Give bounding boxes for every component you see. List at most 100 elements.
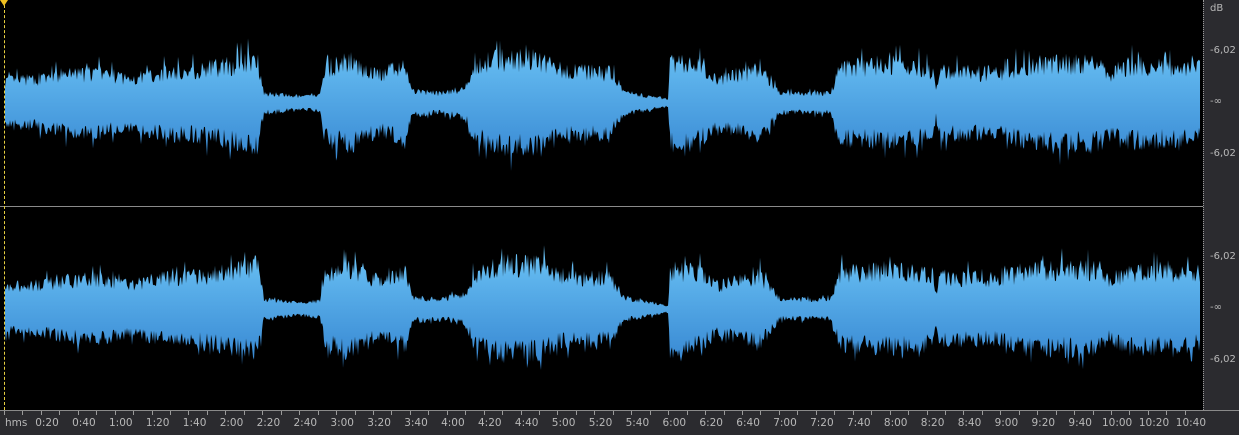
ruler-tick bbox=[1148, 411, 1149, 415]
ruler-tick-label: 6:00 bbox=[662, 417, 687, 429]
ruler-tick bbox=[4, 411, 5, 415]
ruler-tick-label: 3:20 bbox=[367, 417, 391, 429]
ruler-tick-label: 7:20 bbox=[810, 417, 834, 429]
ruler-tick bbox=[391, 411, 392, 415]
ruler-tick bbox=[299, 411, 300, 415]
waveform-view[interactable] bbox=[0, 0, 1203, 410]
ruler-tick bbox=[1000, 411, 1001, 415]
ruler-tick bbox=[1111, 411, 1112, 415]
ruler-tick bbox=[115, 411, 116, 415]
ruler-tick-label: 4:00 bbox=[441, 417, 465, 429]
ruler-tick bbox=[465, 411, 466, 415]
ruler-tick bbox=[982, 411, 983, 415]
ruler-tick bbox=[207, 411, 208, 415]
ruler-tick-label: 2:40 bbox=[293, 417, 318, 429]
ruler-tick-label: 9:40 bbox=[1068, 417, 1092, 429]
ruler-tick-label: 3:00 bbox=[330, 417, 354, 429]
ruler-tick bbox=[133, 411, 134, 415]
ruler-tick bbox=[318, 411, 319, 415]
ruler-tick bbox=[760, 411, 761, 415]
ruler-tick-label: 5:40 bbox=[625, 417, 650, 429]
ruler-tick bbox=[576, 411, 577, 415]
ruler-tick bbox=[1019, 411, 1020, 415]
ruler-tick bbox=[908, 411, 909, 415]
db-label: -∞ bbox=[1210, 302, 1222, 313]
db-label: -6,02 bbox=[1210, 148, 1236, 159]
ruler-tick bbox=[1166, 411, 1167, 415]
ruler-tick-label: 9:20 bbox=[1031, 417, 1056, 429]
time-ruler[interactable]: hms 0:20 0:40 1:00 1:20 1:40 2:00 2:20 2:40 3:00… bbox=[0, 410, 1239, 435]
playhead-marker-icon[interactable] bbox=[0, 0, 8, 6]
db-label: -6,02 bbox=[1210, 354, 1236, 365]
ruler-tick bbox=[871, 411, 872, 415]
ruler-tick-label: 10:00 bbox=[1101, 417, 1133, 429]
time-format-label[interactable]: hms bbox=[5, 417, 28, 429]
ruler-tick-label: 1:00 bbox=[109, 417, 133, 429]
ruler-tick bbox=[41, 411, 42, 415]
ruler-tick bbox=[557, 411, 558, 415]
ruler-tick-label: 7:40 bbox=[847, 417, 871, 429]
ruler-tick bbox=[521, 411, 522, 415]
db-label: -6,02 bbox=[1210, 45, 1236, 56]
ruler-tick bbox=[963, 411, 964, 415]
ruler-tick bbox=[355, 411, 356, 415]
ruler-tick-label: 10:40 bbox=[1175, 417, 1207, 429]
ruler-tick-label: 4:40 bbox=[514, 417, 539, 429]
ruler-tick bbox=[613, 411, 614, 415]
ruler-tick bbox=[484, 411, 485, 415]
playhead-cursor[interactable] bbox=[0, 0, 8, 410]
ruler-tick bbox=[779, 411, 780, 415]
ruler-tick bbox=[945, 411, 946, 415]
ruler-tick bbox=[539, 411, 540, 415]
ruler-tick bbox=[188, 411, 189, 415]
ruler-tick-label: 8:40 bbox=[957, 417, 982, 429]
amplitude-scale: dB -6,02 -∞ -6,02 -6,02 -∞ -6,02 bbox=[1203, 0, 1239, 410]
ruler-tick bbox=[650, 411, 651, 415]
waveform-channel-left bbox=[5, 38, 1200, 171]
ruler-tick-label: 6:40 bbox=[736, 417, 760, 429]
ruler-tick bbox=[22, 411, 23, 415]
ruler-tick-label: 5:00 bbox=[551, 417, 576, 429]
db-label: -6,02 bbox=[1210, 251, 1236, 262]
ruler-tick bbox=[1093, 411, 1094, 415]
ruler-tick bbox=[797, 411, 798, 415]
ruler-tick bbox=[336, 411, 337, 415]
ruler-tick-label: 0:20 bbox=[35, 417, 59, 429]
ruler-tick bbox=[502, 411, 503, 415]
db-unit-label: dB bbox=[1210, 3, 1224, 14]
ruler-tick-label: 1:20 bbox=[145, 417, 170, 429]
ruler-tick-label: 10:20 bbox=[1138, 417, 1170, 429]
ruler-tick bbox=[1056, 411, 1057, 415]
ruler-tick bbox=[152, 411, 153, 415]
db-label: -∞ bbox=[1210, 96, 1222, 107]
ruler-tick bbox=[853, 411, 854, 415]
ruler-tick bbox=[927, 411, 928, 415]
ruler-tick-label: 2:20 bbox=[256, 417, 281, 429]
ruler-tick bbox=[1074, 411, 1075, 415]
ruler-tick bbox=[724, 411, 725, 415]
ruler-tick-label: 8:00 bbox=[883, 417, 908, 429]
ruler-tick bbox=[816, 411, 817, 415]
ruler-tick bbox=[631, 411, 632, 415]
ruler-tick bbox=[1129, 411, 1130, 415]
ruler-tick bbox=[1185, 411, 1186, 415]
ruler-tick bbox=[1037, 411, 1038, 415]
ruler-tick bbox=[705, 411, 706, 415]
ruler-tick bbox=[428, 411, 429, 415]
ruler-tick-label: 1:40 bbox=[182, 417, 207, 429]
ruler-tick bbox=[225, 411, 226, 415]
ruler-tick bbox=[834, 411, 835, 415]
ruler-tick bbox=[742, 411, 743, 415]
ruler-tick-label: 3:40 bbox=[404, 417, 428, 429]
waveform-channel-right bbox=[5, 245, 1200, 370]
ruler-tick-label: 8:20 bbox=[920, 417, 945, 429]
ruler-tick bbox=[594, 411, 595, 415]
ruler-tick-label: 4:20 bbox=[478, 417, 502, 429]
ruler-tick bbox=[262, 411, 263, 415]
ruler-tick bbox=[96, 411, 97, 415]
waveform-canvas[interactable] bbox=[0, 0, 1203, 410]
ruler-tick-label: 5:20 bbox=[588, 417, 613, 429]
ruler-tick bbox=[373, 411, 374, 415]
ruler-tick bbox=[890, 411, 891, 415]
ruler-tick-label: 7:00 bbox=[773, 417, 797, 429]
